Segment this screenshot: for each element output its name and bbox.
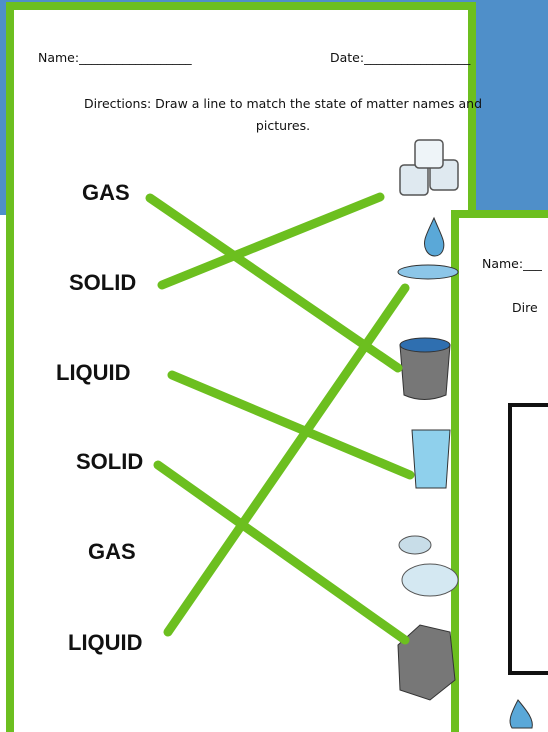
second-directions: Dire [512, 300, 538, 315]
word: LIQUID [56, 360, 131, 386]
name-field: Name:__________________ [38, 50, 192, 65]
second-sheet [455, 214, 548, 732]
word: SOLID [76, 449, 143, 475]
second-name-field: Name:___ [482, 256, 542, 271]
page: Name:__________________ Date:___________… [0, 0, 548, 732]
word: GAS [88, 539, 136, 565]
directions: Directions: Draw a line to match the sta… [83, 93, 483, 137]
word: LIQUID [68, 630, 143, 656]
word: SOLID [69, 270, 136, 296]
date-field: Date:_________________ [330, 50, 470, 65]
word: GAS [82, 180, 130, 206]
